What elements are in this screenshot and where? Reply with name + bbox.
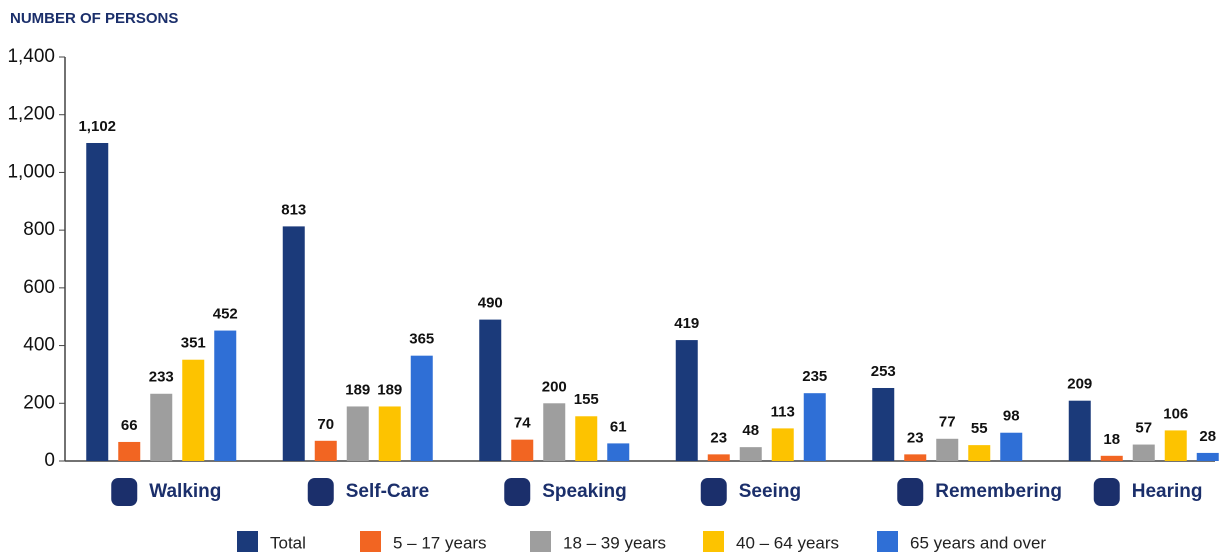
data-label: 813: [281, 201, 306, 218]
category-icon: [504, 478, 531, 506]
legend-label: 40 – 64 years: [736, 533, 839, 552]
bar: [771, 428, 794, 461]
data-label: 28: [1199, 428, 1216, 445]
y-tick-label: 0: [44, 450, 55, 471]
bar: [1164, 430, 1187, 461]
data-label: 70: [317, 416, 334, 433]
x-tick-label: Speaking: [542, 481, 626, 502]
bar: [1132, 444, 1155, 461]
y-tick-label: 1,000: [7, 161, 55, 182]
bar: [346, 406, 369, 461]
category-icon: [111, 478, 138, 506]
bar: [378, 406, 401, 461]
bar: [543, 403, 566, 461]
y-axis-label: NUMBER OF PERSONS: [10, 10, 178, 27]
bar: [314, 440, 337, 461]
category-icon: [1093, 478, 1120, 506]
data-label: 98: [1003, 408, 1020, 425]
data-label: 233: [149, 369, 174, 386]
legend-label: 65 years and over: [910, 533, 1046, 552]
legend-label: 5 – 17 years: [393, 533, 487, 552]
y-tick-label: 600: [23, 277, 55, 298]
data-label: 155: [574, 391, 599, 408]
data-label: 106: [1163, 405, 1188, 422]
bar: [1196, 452, 1219, 461]
bar: [118, 441, 141, 461]
data-label: 452: [213, 306, 238, 323]
legend-swatch: [877, 531, 898, 552]
data-label: 57: [1135, 420, 1152, 437]
data-label: 48: [742, 422, 759, 439]
bar: [968, 445, 991, 461]
category-icon: [700, 478, 727, 506]
bar: [607, 443, 630, 461]
bar: [479, 319, 502, 461]
data-label: 66: [121, 417, 138, 434]
bar: [707, 454, 730, 461]
bar: [511, 439, 534, 461]
legend-swatch: [530, 531, 551, 552]
bar: [86, 142, 109, 461]
bar: [936, 438, 959, 461]
x-tick-label: Self-Care: [346, 481, 429, 502]
bar: [575, 416, 598, 461]
data-label: 189: [345, 381, 370, 398]
bar: [182, 359, 205, 461]
bar: [1000, 432, 1023, 461]
category-icon: [307, 478, 334, 506]
x-tick-label: Hearing: [1132, 481, 1203, 502]
bar: [904, 454, 927, 461]
bar: [150, 393, 173, 461]
bar: [803, 393, 826, 461]
y-tick-label: 800: [23, 219, 55, 240]
data-label: 18: [1103, 431, 1120, 448]
bar: [214, 330, 237, 461]
bar: [675, 340, 698, 461]
data-label: 23: [907, 429, 924, 446]
x-tick-label: Seeing: [739, 481, 801, 502]
legend-swatch: [237, 531, 258, 552]
data-label: 77: [939, 414, 956, 431]
bar: [410, 355, 433, 461]
y-tick-label: 1,400: [7, 46, 55, 67]
data-label: 490: [478, 295, 503, 312]
x-tick-label: Walking: [149, 481, 221, 502]
data-label: 253: [871, 363, 896, 380]
bar: [282, 226, 305, 461]
data-label: 365: [409, 331, 434, 348]
data-label: 1,102: [78, 118, 116, 135]
bar: [872, 387, 895, 461]
legend-label: Total: [270, 533, 306, 552]
data-label: 55: [971, 420, 988, 437]
data-label: 351: [181, 335, 206, 352]
bar: [1068, 400, 1091, 461]
x-tick-label: Remembering: [935, 481, 1062, 502]
data-label: 61: [610, 418, 627, 435]
data-label: 23: [710, 429, 727, 446]
legend-swatch: [360, 531, 381, 552]
bar: [1100, 455, 1123, 461]
data-label: 74: [514, 415, 531, 432]
legend-swatch: [703, 531, 724, 552]
category-icon: [897, 478, 924, 506]
data-label: 209: [1067, 376, 1092, 393]
data-label: 189: [377, 381, 402, 398]
data-label: 200: [542, 378, 567, 395]
y-tick-label: 1,200: [7, 104, 55, 125]
y-tick-label: 200: [23, 392, 55, 413]
legend-label: 18 – 39 years: [563, 533, 666, 552]
data-label: 419: [674, 315, 699, 332]
data-label: 113: [771, 403, 795, 420]
bar: [739, 447, 762, 461]
data-label: 235: [802, 368, 827, 385]
y-tick-label: 400: [23, 335, 55, 356]
